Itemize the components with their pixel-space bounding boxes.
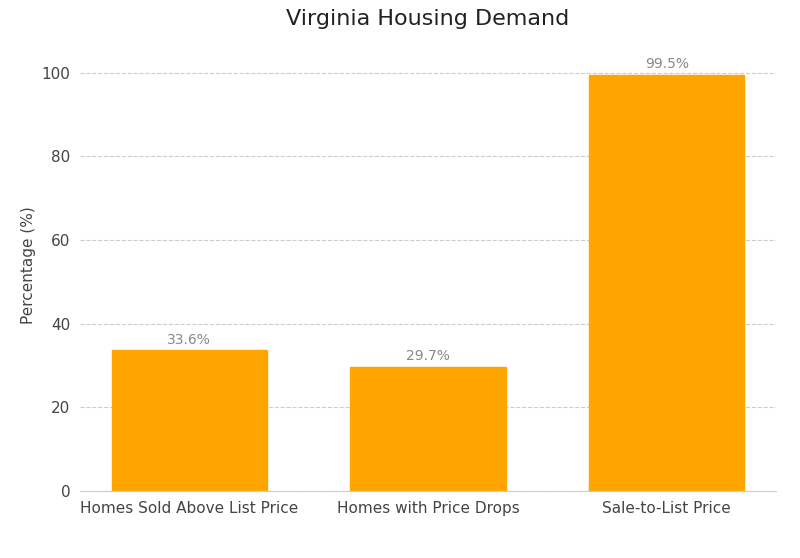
Text: 99.5%: 99.5% bbox=[645, 57, 689, 71]
Bar bbox=[112, 350, 267, 491]
Text: 33.6%: 33.6% bbox=[167, 333, 211, 347]
Bar bbox=[589, 75, 744, 491]
Text: 29.7%: 29.7% bbox=[406, 349, 450, 363]
Bar bbox=[350, 367, 506, 491]
Y-axis label: Percentage (%): Percentage (%) bbox=[21, 206, 36, 324]
Title: Virginia Housing Demand: Virginia Housing Demand bbox=[286, 9, 570, 29]
